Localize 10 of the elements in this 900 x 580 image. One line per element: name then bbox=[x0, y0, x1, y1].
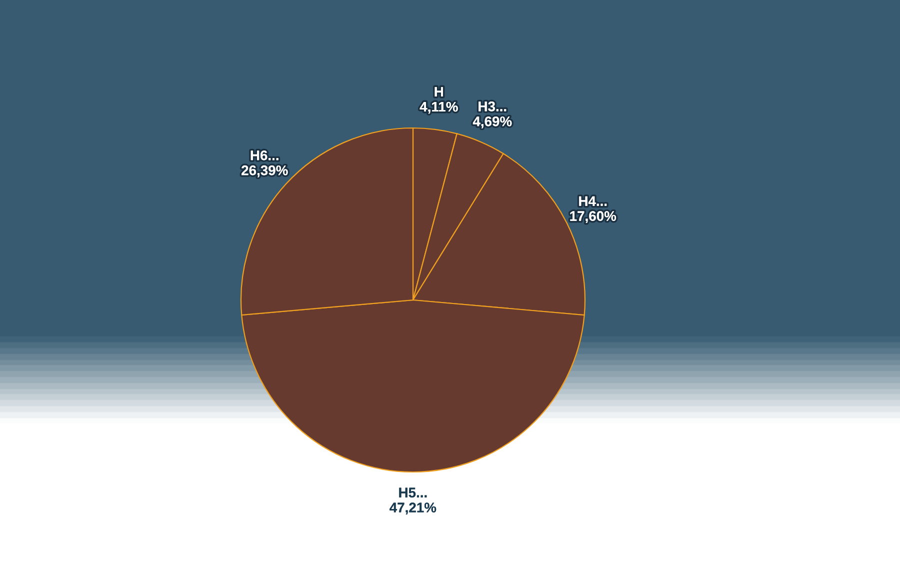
data-label: 4,69% bbox=[472, 116, 512, 128]
slice-label: H3... bbox=[478, 102, 506, 112]
data-label: 47,21% bbox=[390, 502, 436, 514]
slice-label: H4... bbox=[579, 196, 607, 206]
data-label: 4,11% bbox=[420, 102, 458, 114]
data-label: 17,60% bbox=[570, 211, 616, 223]
data-label: 26,39% bbox=[242, 165, 288, 178]
slice-label: H5... bbox=[399, 488, 427, 498]
slice-label: H6... bbox=[250, 150, 278, 160]
slice-label: H bbox=[434, 86, 443, 97]
